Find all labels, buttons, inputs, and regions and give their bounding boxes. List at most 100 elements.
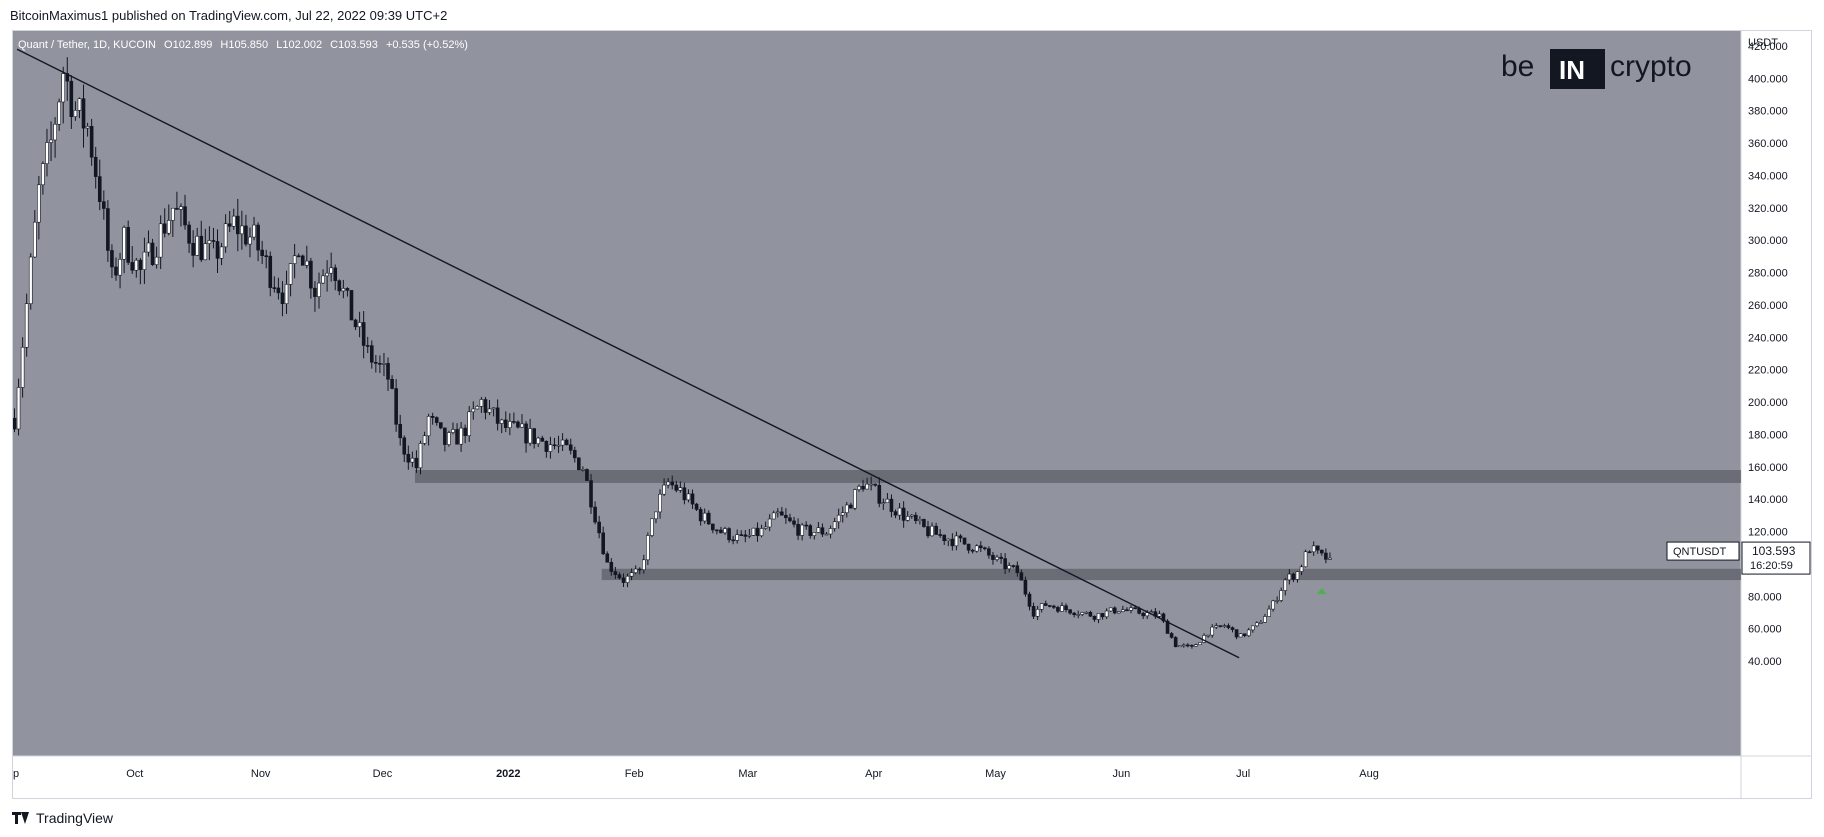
- price-tick-label: 340.000: [1748, 170, 1788, 182]
- candle-body: [110, 250, 114, 268]
- price-tick-label: 40.000: [1748, 656, 1782, 668]
- candle-body: [1295, 571, 1300, 580]
- candle-body: [374, 361, 378, 364]
- candle-body: [873, 483, 878, 486]
- candle-body: [57, 101, 61, 125]
- candle-body: [629, 572, 634, 577]
- candle-body: [792, 520, 796, 525]
- candle-body: [240, 225, 244, 235]
- candle-body: [1177, 645, 1182, 648]
- candle-body: [264, 255, 269, 257]
- candle-body: [1169, 633, 1174, 638]
- candle-body: [378, 363, 382, 365]
- candle-body: [1263, 616, 1267, 623]
- candle-body: [1275, 600, 1279, 602]
- candle-body: [1307, 551, 1312, 554]
- candle-body: [751, 527, 756, 536]
- candle-body: [508, 421, 512, 428]
- candle-body: [1027, 593, 1032, 607]
- candle-body: [89, 125, 94, 158]
- candle-body: [1117, 611, 1121, 614]
- descending-trendline[interactable]: [16, 48, 1240, 659]
- candle-body: [191, 242, 195, 256]
- candle-body: [402, 437, 407, 455]
- candle-body: [162, 223, 167, 234]
- candle-body: [1060, 605, 1064, 612]
- candle-body: [711, 523, 715, 531]
- candle-body: [1242, 633, 1247, 637]
- candlestick-chart[interactable]: 420.000 400.000 380.000 360.000 340.000 320.0…: [12, 31, 1811, 798]
- candle-body: [881, 502, 886, 505]
- candle-body: [1283, 579, 1288, 591]
- candle-body: [788, 517, 792, 522]
- candle-body: [349, 290, 354, 321]
- candle-body: [309, 260, 313, 289]
- candle-body: [1173, 637, 1178, 648]
- legend-change: +0.535 (+0.52%): [386, 39, 468, 51]
- price-tick-label: 280.000: [1748, 268, 1788, 280]
- candle-body: [211, 240, 216, 242]
- candle-body: [85, 125, 90, 129]
- candle-body: [1226, 625, 1231, 628]
- candle-body: [248, 236, 252, 245]
- candle-body: [150, 242, 155, 265]
- candle-body: [991, 554, 995, 560]
- candle-body: [276, 287, 281, 294]
- time-tick-label: Feb: [625, 768, 644, 780]
- candle-body: [1011, 565, 1016, 567]
- candle-body: [832, 521, 837, 529]
- candle-body: [154, 256, 159, 265]
- candle-body: [694, 503, 699, 510]
- candle-body: [918, 519, 922, 521]
- candle-body: [1161, 613, 1166, 622]
- time-axis-panel: [13, 756, 1741, 798]
- candle-body: [824, 533, 829, 536]
- candle-body: [321, 275, 325, 284]
- candle-body: [130, 262, 135, 271]
- candle-body: [609, 561, 614, 572]
- time-tick-label: 2022: [496, 768, 520, 780]
- time-tick-label: Jun: [1113, 768, 1131, 780]
- candle-body: [1238, 633, 1243, 638]
- candle-body: [682, 487, 687, 501]
- candle-body: [171, 207, 175, 221]
- candle-body: [325, 272, 329, 277]
- candle-body: [61, 73, 66, 103]
- candle-body: [735, 534, 739, 541]
- candle-body: [723, 528, 727, 534]
- candle-body: [236, 215, 240, 235]
- candle-body: [207, 240, 212, 244]
- candle-body: [800, 524, 804, 536]
- candle-body: [962, 537, 967, 545]
- candle-body: [394, 388, 398, 425]
- candle-body: [905, 516, 910, 521]
- candle-body: [77, 98, 82, 111]
- candle-body: [670, 481, 675, 486]
- candle-body: [1015, 565, 1020, 573]
- candle-body: [564, 439, 569, 446]
- candle-body: [1271, 600, 1275, 610]
- legend-open: 102.899: [173, 39, 213, 51]
- footer-brand: TradingView: [36, 810, 114, 826]
- candle-body: [548, 444, 553, 452]
- candle-body: [593, 506, 597, 523]
- candle-body: [1165, 620, 1170, 634]
- candle-body: [1112, 607, 1117, 614]
- chart-frame[interactable]: 420.000 400.000 380.000 360.000 340.000 320.0…: [12, 30, 1812, 799]
- candle-body: [1035, 609, 1040, 617]
- time-tick-label: Oct: [126, 768, 143, 780]
- candle-body: [796, 524, 800, 536]
- candle-body: [199, 235, 204, 261]
- candle-body: [613, 571, 618, 575]
- footer[interactable]: TradingView: [12, 810, 113, 826]
- candle-body: [280, 292, 285, 305]
- candle-body: [914, 514, 918, 521]
- candle-body: [313, 287, 317, 297]
- candle-body: [820, 527, 825, 535]
- beincrypto-watermark: be IN crypto: [1501, 49, 1692, 89]
- candle-body: [1080, 612, 1085, 615]
- candle-body: [369, 345, 374, 363]
- legend-close: 103.593: [338, 39, 378, 51]
- candle-body: [857, 485, 861, 490]
- candle-body: [1230, 627, 1235, 630]
